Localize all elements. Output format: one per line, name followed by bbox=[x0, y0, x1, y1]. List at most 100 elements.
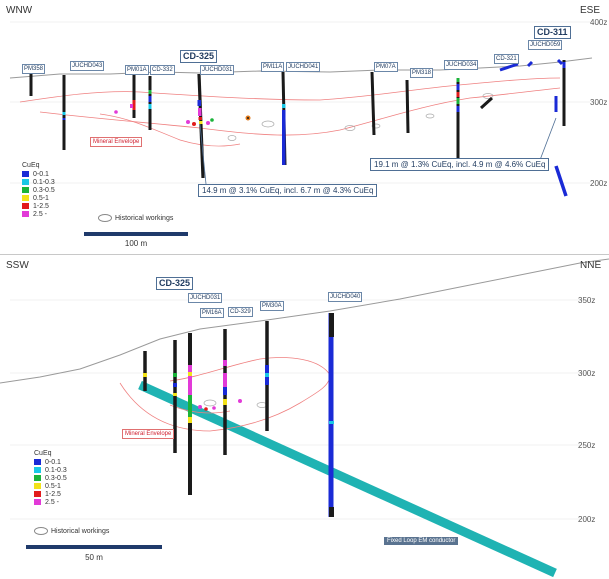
legend-item: 0.3-0.5 bbox=[22, 186, 55, 194]
mineral-envelope-label: Mineral Envelope bbox=[122, 429, 175, 439]
high-grade-intercepts bbox=[198, 399, 242, 411]
historical-working bbox=[482, 93, 494, 99]
drillhole-juchd034 bbox=[456, 78, 460, 160]
legend-item: 0.3-0.5 bbox=[34, 474, 67, 482]
legend-item: 2.5 - bbox=[22, 210, 55, 218]
mineral-envelope-label: Mineral Envelope bbox=[90, 137, 143, 147]
cueq-legend: CuEq 0-0.1 0.1-0.3 0.3-0.5 0.5-1 1-2.5 2… bbox=[22, 162, 55, 218]
mineral-envelope-upper bbox=[19, 77, 561, 103]
drillhole-cd-325 bbox=[197, 73, 205, 179]
historical-working bbox=[203, 399, 217, 407]
hole-label-juchd031: JUCHD031 bbox=[200, 65, 235, 75]
drillhole-pm16a bbox=[223, 329, 227, 455]
hole-label-cd-332: CD-332 bbox=[150, 65, 175, 75]
elevation-label-200z: 200z bbox=[578, 515, 596, 524]
section-panel-wnw-ese: WNW ESE 400z 300z 200z PM358 JUCHD043 PM… bbox=[0, 0, 609, 255]
drillhole-pm11a bbox=[281, 71, 287, 166]
hole-label-juchd059: JUCHD059 bbox=[528, 40, 563, 50]
drillhole-pm01a bbox=[130, 74, 136, 118]
scale-bar-top: 100 m bbox=[84, 232, 188, 248]
high-grade-intercepts bbox=[114, 110, 251, 126]
elevation-label-300z: 300z bbox=[578, 369, 596, 378]
section-drawing-top bbox=[9, 21, 593, 197]
historical-workings-icon bbox=[98, 214, 112, 222]
direction-label-right: NNE bbox=[580, 260, 602, 271]
intercept-callout-cd-311: 19.1 m @ 1.3% CuEq, incl. 4.9 m @ 4.6% C… bbox=[370, 158, 550, 171]
hole-label-cd-321: CD-321 bbox=[494, 54, 519, 64]
drillhole-cd-332 bbox=[148, 76, 152, 130]
historical-working bbox=[425, 113, 435, 119]
callout-leader-cd-311 bbox=[539, 117, 557, 161]
hole-label-juchd041: JUCHD041 bbox=[286, 62, 321, 72]
legend-item: 0-0.1 bbox=[34, 458, 67, 466]
mineral-envelope-outline bbox=[119, 357, 331, 432]
scale-bar bbox=[84, 232, 188, 236]
legend-title: CuEq bbox=[22, 162, 40, 169]
elevation-label-250z: 250z bbox=[578, 441, 596, 450]
em-conductor-label: Fixed Loop EM conductor bbox=[384, 537, 459, 545]
hole-label-cd-325: CD-325 bbox=[156, 277, 194, 290]
historical-working bbox=[227, 135, 237, 141]
elevation-label-350z: 350z bbox=[578, 296, 596, 305]
drillhole-pm07a bbox=[370, 71, 376, 136]
drillhole-pm30a bbox=[265, 321, 269, 431]
hole-label-juchd031: JUCHD031 bbox=[188, 293, 223, 303]
historical-workings-legend: Historical workings bbox=[98, 214, 173, 222]
drillhole-left-1 bbox=[143, 351, 147, 391]
hole-label-pm30a: PM30A bbox=[260, 301, 284, 311]
hole-label-pm07a: PM07A bbox=[374, 62, 398, 72]
legend-item: 2.5 - bbox=[34, 498, 67, 506]
legend-title: CuEq bbox=[34, 450, 52, 457]
drillhole-left-2 bbox=[173, 340, 177, 453]
legend-item: 0.1-0.3 bbox=[22, 178, 55, 186]
mineral-envelope-inner bbox=[99, 113, 241, 147]
intercept-callout-cd-325: 14.9 m @ 3.1% CuEq, incl. 6.7 m @ 4.3% C… bbox=[198, 184, 378, 197]
historical-workings-icon bbox=[34, 527, 48, 535]
drillhole-juchd059 bbox=[526, 60, 566, 126]
drillhole-juchd040 bbox=[328, 313, 334, 517]
scale-label: 100 m bbox=[124, 239, 148, 248]
legend-item: 0.5-1 bbox=[22, 194, 55, 202]
topography-line bbox=[0, 258, 609, 384]
historical-working bbox=[261, 120, 275, 128]
hole-label-cd-311: CD-311 bbox=[534, 26, 571, 39]
hole-label-pm11a: PM11A bbox=[261, 62, 285, 72]
legend-item: 0.1-0.3 bbox=[34, 466, 67, 474]
historical-working bbox=[344, 125, 356, 131]
section-drawing-bottom bbox=[0, 258, 609, 578]
legend-item: 1-2.5 bbox=[34, 490, 67, 498]
hole-label-juchd040: JUCHD040 bbox=[328, 292, 363, 302]
topography-line bbox=[9, 57, 593, 79]
hole-label-pm318: PM318 bbox=[410, 68, 434, 78]
hole-label-juchd034: JUCHD034 bbox=[444, 60, 479, 70]
legend-item: 1-2.5 bbox=[22, 202, 55, 210]
hole-label-pm16a: PM16A bbox=[200, 308, 224, 318]
direction-label-left: WNW bbox=[6, 5, 33, 16]
historical-workings-label: Historical workings bbox=[51, 527, 110, 535]
mineral-envelope-lower bbox=[39, 87, 561, 136]
historical-working bbox=[371, 123, 381, 129]
drillhole-pm318 bbox=[405, 79, 410, 134]
em-conductor-plate bbox=[138, 380, 557, 578]
direction-label-left: SSW bbox=[6, 260, 29, 271]
elevation-label-300z: 300z bbox=[590, 98, 608, 107]
scale-bar-bottom: 50 m bbox=[26, 545, 162, 562]
section-panel-ssw-nne: SSW NNE 350z 300z 250z 200z CD-325 JUCHD… bbox=[0, 255, 609, 579]
legend-item: 0-0.1 bbox=[22, 170, 55, 178]
scale-bar bbox=[26, 545, 162, 549]
elevation-label-200z: 200z bbox=[590, 179, 608, 188]
hole-label-cd-325: CD-325 bbox=[180, 50, 218, 63]
historical-workings-legend: Historical workings bbox=[34, 527, 109, 535]
scale-label: 50 m bbox=[85, 553, 103, 562]
legend-item: 0.5-1 bbox=[34, 482, 67, 490]
callout-leader-cd-325 bbox=[199, 123, 207, 185]
hole-label-juchd043: JUCHD043 bbox=[70, 61, 105, 71]
hole-label-cd-329: CD-329 bbox=[228, 307, 253, 317]
drillhole-juchd043 bbox=[62, 75, 66, 150]
direction-label-right: ESE bbox=[580, 5, 601, 16]
elevation-label-400z: 400z bbox=[590, 18, 608, 27]
drillhole-cd-325 bbox=[188, 333, 192, 495]
drillhole-cd-321 bbox=[479, 62, 519, 110]
historical-workings-label: Historical workings bbox=[115, 214, 174, 222]
cueq-legend: CuEq 0-0.1 0.1-0.3 0.3-0.5 0.5-1 1-2.5 2… bbox=[34, 450, 67, 506]
